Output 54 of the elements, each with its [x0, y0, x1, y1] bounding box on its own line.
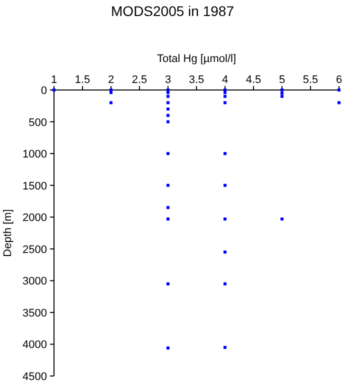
y-tick-label: 1000 — [22, 148, 47, 161]
x-tick-label: 1 — [50, 74, 58, 86]
x-tick-label: 2 — [108, 74, 114, 86]
x-tick-label: 5 — [278, 74, 286, 86]
x-tick-label: 2.5 — [132, 74, 148, 86]
x-tick-label: 1.5 — [74, 74, 90, 86]
y-tick-label: 3000 — [22, 276, 47, 288]
y-axis-title: Depth [m] — [2, 209, 14, 257]
point — [224, 101, 226, 104]
y-tick-label: 4000 — [22, 339, 47, 352]
x-tick-label: 4 — [222, 74, 228, 86]
point — [166, 218, 170, 221]
y-tick-label: 2000 — [22, 212, 47, 224]
y-tick-label: 4500 — [22, 371, 47, 383]
y-tick-label: 1500 — [22, 180, 47, 192]
point — [166, 94, 170, 98]
y-tick-label: 0 — [40, 85, 47, 97]
y-tick-label: 2500 — [22, 244, 47, 256]
chart-title: MODS2005 in 1987 — [111, 3, 234, 19]
point — [166, 120, 170, 124]
point — [224, 250, 226, 254]
point — [52, 88, 56, 92]
point — [166, 282, 170, 286]
x-tick-label: 3.5 — [188, 74, 204, 86]
point — [224, 218, 226, 221]
point — [338, 88, 340, 92]
point — [166, 206, 170, 210]
point — [166, 108, 170, 111]
point — [280, 88, 284, 92]
point — [224, 91, 226, 94]
point — [110, 91, 112, 94]
point — [166, 346, 170, 350]
point — [224, 346, 226, 349]
point — [224, 282, 226, 286]
point — [280, 94, 284, 98]
point — [166, 101, 170, 104]
point — [338, 101, 340, 104]
x-axis-title: Total Hg [µmol/l] — [156, 53, 236, 65]
point — [166, 152, 170, 156]
point — [110, 101, 112, 104]
point — [224, 184, 226, 187]
point — [224, 94, 226, 98]
point — [166, 184, 170, 187]
point — [224, 152, 226, 156]
point — [280, 92, 284, 95]
x-tick-label: 3 — [164, 74, 172, 86]
y-tick-label: 500 — [28, 116, 47, 129]
point — [166, 91, 170, 94]
point — [280, 218, 284, 221]
x-tick-label: 6 — [336, 74, 342, 86]
y-tick-label: 3500 — [22, 307, 47, 320]
x-tick-label: 5.5 — [302, 74, 318, 86]
x-tick-label: 4.5 — [246, 74, 262, 86]
point — [166, 114, 170, 117]
